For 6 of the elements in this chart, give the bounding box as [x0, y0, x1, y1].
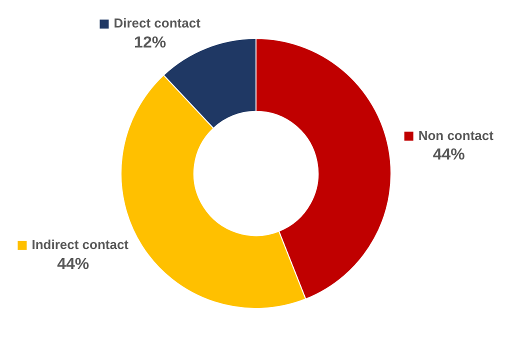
legend-label: Indirect contact: [32, 236, 130, 252]
data-label: 44%: [432, 146, 465, 164]
legend-label: Direct contact: [114, 16, 202, 31]
legend-label: Non contact: [418, 128, 494, 143]
data-label: 12%: [134, 34, 166, 52]
data-label: 44%: [57, 256, 90, 273]
